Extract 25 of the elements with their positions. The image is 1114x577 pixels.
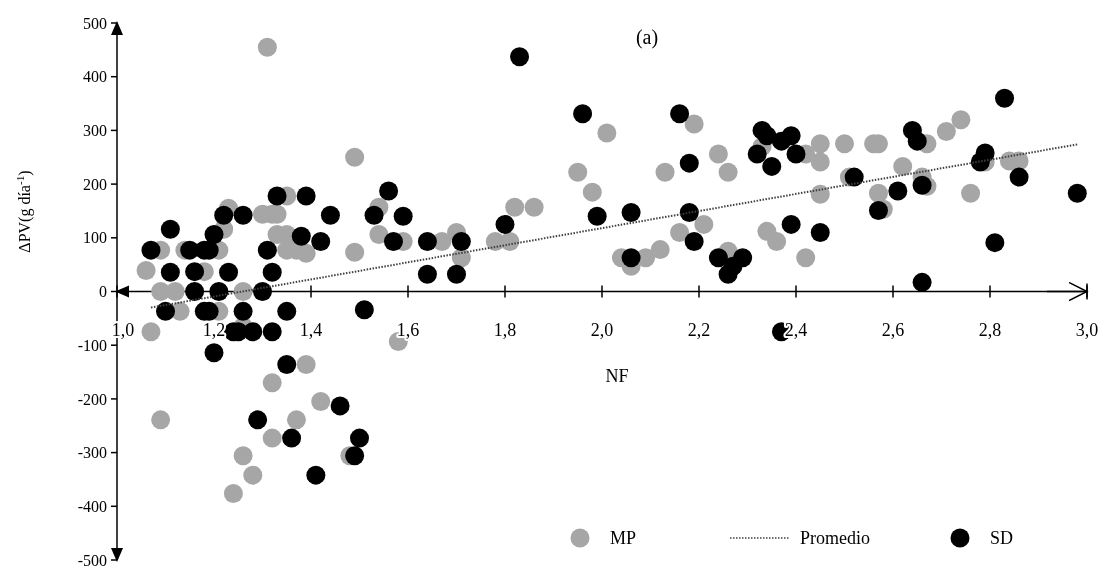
y-tick-label: 200 [83, 175, 107, 193]
x-tick-label: 1,6 [396, 319, 420, 340]
x-tick-label: 1,8 [493, 319, 517, 340]
x-tick-label: 1,4 [299, 319, 323, 340]
legend-label: SD [990, 528, 1014, 549]
y-tick-label: 0 [99, 283, 107, 301]
legend-label: MP [610, 528, 637, 549]
x-tick-label: 3,0 [1075, 319, 1099, 340]
legend-label: Promedio [800, 528, 870, 549]
y-tick-label: 300 [83, 122, 107, 139]
y-tick-label: 500 [83, 14, 107, 32]
y-tick-label: -100 [77, 336, 107, 354]
x-axis-title: NF [605, 365, 629, 386]
y-tick-label: 100 [83, 229, 107, 247]
x-tick-label: 1,2 [202, 319, 226, 340]
y-tick-label: -500 [77, 551, 107, 569]
x-tick-label: 2,8 [978, 319, 1002, 340]
chart-title: (a) [635, 26, 659, 49]
y-tick-label: -200 [77, 390, 107, 408]
y-tick-label: -300 [77, 444, 107, 462]
x-tick-label: 2,2 [687, 319, 711, 340]
x-tick-label: 2,0 [590, 319, 614, 340]
y-tick-label: 400 [83, 68, 107, 86]
y-tick-label: -400 [77, 497, 107, 515]
x-tick-label: 2,6 [881, 319, 905, 340]
